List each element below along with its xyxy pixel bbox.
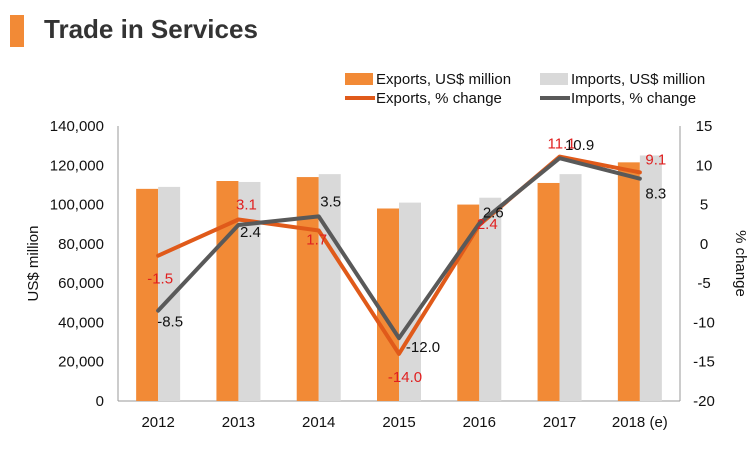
legend-bar-swatch [345,73,373,85]
exports-bar [296,177,319,401]
title-accent-bar [10,15,24,47]
imports-change-label: 10.9 [565,137,594,154]
y-tick-label: 0 [96,393,104,410]
imports-change-line [156,156,642,341]
exports-change-label: 9.1 [645,151,666,168]
imports-change-label: -12.0 [406,339,440,356]
y2-tick-label: 10 [696,157,713,174]
imports-bar [158,186,181,401]
x-tick-label: 2013 [222,414,255,431]
legend-label: Imports, % change [571,90,696,107]
imports-bar [318,174,341,401]
exports-change-label: 1.7 [306,232,327,249]
y2-tick-label: -10 [693,314,715,331]
exports-change-label: -14.0 [388,369,422,386]
y-tick-label: 20,000 [58,354,104,371]
y-tick-label: 80,000 [58,236,104,253]
imports-change-label: -8.5 [157,314,183,331]
chart-title: Trade in Services [44,14,258,44]
exports-change-label: 2.4 [477,216,498,233]
exports-change-label: -1.5 [147,271,173,288]
y2-tick-label: 5 [700,197,708,214]
y2-tick-label: 0 [700,236,708,253]
y-tick-label: 100,000 [50,197,104,214]
x-tick-label: 2015 [382,414,415,431]
x-tick-label: 2018 (e) [612,414,668,431]
exports-bar [377,208,399,401]
y2-tick-label: 15 [696,118,713,135]
y-tick-label: 140,000 [50,118,104,135]
imports-bar [399,202,421,401]
x-tick-label: 2017 [543,414,576,431]
legend-label: Imports, US$ million [571,71,705,88]
legend-label: Exports, % change [376,90,502,107]
imports-bar [559,174,582,401]
imports-change-label: 3.5 [320,193,341,210]
imports-change-label: 8.3 [645,186,666,203]
imports-bar [479,197,502,401]
imports-bar [238,181,261,401]
exports-change-label: 11.1 [548,136,576,153]
y2-tick-label: -15 [693,354,715,371]
y-tick-label: 120,000 [50,157,104,174]
x-tick-label: 2012 [141,414,174,431]
y-tick-label: 40,000 [58,314,104,331]
exports-bar [136,188,159,401]
y2-tick-label: -20 [693,393,715,410]
x-tick-label: 2014 [302,414,335,431]
exports-bar [537,182,560,401]
exports-bar [216,181,239,401]
y2-tick-label: -5 [697,275,710,292]
y-tick-label: 60,000 [58,275,104,292]
exports-bar [617,162,640,401]
y2-axis-label: % change [732,230,749,297]
imports-change-label: 2.4 [240,224,261,241]
legend-bar-swatch [540,73,568,85]
exports-change-label: 3.1 [236,197,257,214]
legend-label: Exports, US$ million [376,71,511,88]
y-axis-label: US$ million [25,226,42,302]
imports-bar [639,155,662,401]
x-tick-label: 2016 [463,414,496,431]
imports-change-label: 2.6 [483,204,504,221]
